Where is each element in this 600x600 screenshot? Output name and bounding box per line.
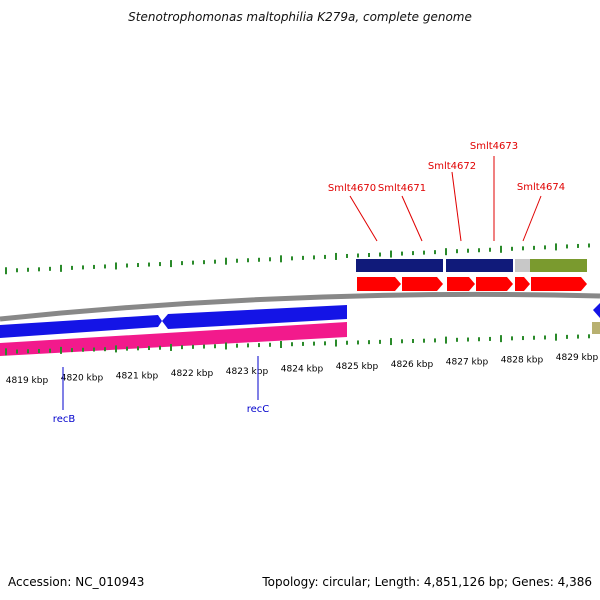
bottom-gene-labels: recB recC — [53, 356, 269, 425]
accession-text: Accession: NC_010943 — [8, 575, 145, 589]
feature-grey[interactable] — [515, 259, 530, 272]
label-smlt4670[interactable]: Smlt4670 — [328, 183, 376, 194]
label-smlt4673[interactable]: Smlt4673 — [470, 141, 518, 152]
kbp-tick-label: 4825 kbp — [336, 362, 379, 372]
feature-edge-olive[interactable] — [592, 322, 600, 334]
label-smlt4672[interactable]: Smlt4672 — [428, 161, 476, 172]
feature-olive[interactable] — [530, 259, 587, 272]
feature-navy-2[interactable] — [446, 259, 513, 272]
label-smlt4671[interactable]: Smlt4671 — [378, 183, 426, 194]
kbp-tick-labels: 4819 kbp 4820 kbp 4821 kbp 4822 kbp 4823 kbp… — [6, 353, 599, 386]
pink-feature-track[interactable] — [0, 322, 347, 356]
forward-gene-track — [357, 277, 587, 291]
gene-arrow-smlt4670[interactable] — [357, 277, 401, 291]
reverse-gene-track — [0, 305, 347, 338]
gene-arrow-recC[interactable] — [162, 305, 347, 329]
outer-feature-track — [356, 259, 587, 272]
label-recB[interactable]: recB — [53, 414, 76, 425]
kbp-tick-label: 4829 kbp — [556, 353, 599, 363]
gene-arrow-small[interactable] — [515, 277, 530, 291]
gene-arrow-smlt4672[interactable] — [447, 277, 475, 291]
bottom-tick-marks — [5, 333, 590, 356]
gene-arrow-smlt4674[interactable] — [531, 277, 587, 291]
kbp-tick-label: 4821 kbp — [116, 371, 159, 381]
kbp-tick-label: 4822 kbp — [171, 369, 214, 379]
genome-summary-text: Topology: circular; Length: 4,851,126 bp… — [262, 575, 592, 589]
kbp-tick-label: 4824 kbp — [281, 365, 324, 375]
genome-backbone — [0, 291, 600, 322]
top-gene-labels: Smlt4670 Smlt4671 Smlt4672 Smlt4673 Smlt… — [328, 141, 565, 242]
kbp-tick-label: 4823 kbp — [226, 367, 269, 377]
kbp-tick-label: 4828 kbp — [501, 355, 544, 365]
gene-arrow-smlt4673[interactable] — [476, 277, 513, 291]
kbp-tick-label: 4826 kbp — [391, 360, 434, 370]
gene-arrow-recB[interactable] — [0, 315, 162, 338]
label-smlt4674[interactable]: Smlt4674 — [517, 182, 565, 193]
kbp-tick-label: 4819 kbp — [6, 376, 49, 386]
feature-navy-1[interactable] — [356, 259, 443, 272]
label-recC[interactable]: recC — [247, 404, 270, 415]
top-tick-marks — [5, 243, 590, 275]
kbp-tick-label: 4820 kbp — [61, 374, 104, 384]
kbp-tick-label: 4827 kbp — [446, 358, 489, 368]
map-title: Stenotrophomonas maltophilia K279a, comp… — [128, 10, 472, 24]
gene-arrow-smlt4671[interactable] — [402, 277, 443, 291]
gene-arrow-edge-blue[interactable] — [593, 303, 600, 318]
